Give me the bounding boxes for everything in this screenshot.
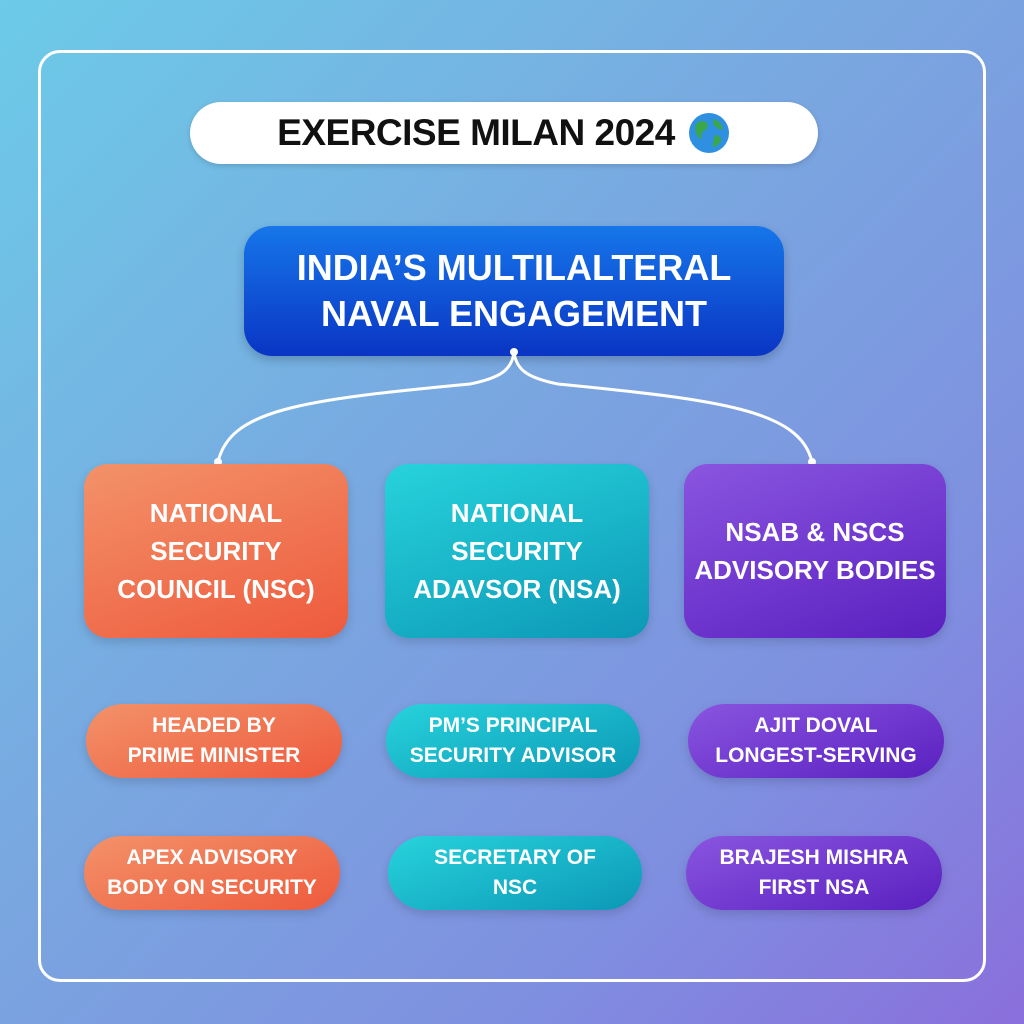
pill-line: NSC (492, 876, 538, 899)
main-topic-box: INDIA’S MULTILALTERAL NAVAL ENGAGEMENT (244, 226, 784, 356)
pill-line: LONGEST-SERVING (715, 744, 917, 767)
pill-nsc-1: HEADED BY PRIME MINISTER (86, 704, 342, 778)
card-line: ADAVSOR (NSA) (413, 574, 621, 604)
main-topic-line-2: NAVAL ENGAGEMENT (320, 293, 707, 334)
title-text: EXERCISE MILAN 2024 (277, 112, 675, 153)
title-banner: EXERCISE MILAN 2024 (190, 102, 818, 164)
card-line: COUNCIL (NSC) (117, 574, 315, 604)
card-line: NSAB & NSCS (725, 517, 905, 547)
pill-line: APEX ADVISORY (126, 846, 298, 869)
connector-left (216, 351, 516, 463)
pill-line: HEADED BY (152, 714, 276, 737)
card-line: NATIONAL SECURITY (149, 498, 283, 566)
pill-line: FIRST NSA (758, 876, 870, 899)
card-nsa: NATIONAL SECURITY ADAVSOR (NSA) (385, 464, 649, 638)
pill-line: BRAJESH MISHRA (719, 846, 909, 869)
connector-right (512, 351, 814, 463)
pill-advisory-1: AJIT DOVAL LONGEST-SERVING (688, 704, 944, 778)
main-topic-line-1: INDIA’S MULTILALTERAL (296, 247, 732, 288)
pill-nsa-2: SECRETARY OF NSC (388, 836, 642, 910)
pill-nsc-2: APEX ADVISORY BODY ON SECURITY (84, 836, 340, 910)
connector-dot-top (510, 348, 518, 356)
pill-line: AJIT DOVAL (754, 714, 878, 737)
card-line: NATIONAL SECURITY (450, 498, 584, 566)
pill-advisory-2: BRAJESH MISHRA FIRST NSA (686, 836, 942, 910)
pill-line: PM’S PRINCIPAL (428, 714, 598, 737)
pill-line: SECURITY ADVISOR (409, 744, 617, 767)
pill-line: SECRETARY OF (434, 846, 596, 869)
pill-line: PRIME MINISTER (127, 744, 301, 767)
pill-nsa-1: PM’S PRINCIPAL SECURITY ADVISOR (386, 704, 640, 778)
card-advisory-bodies: NSAB & NSCS ADVISORY BODIES (684, 464, 946, 638)
card-nsc: NATIONAL SECURITY COUNCIL (NSC) (84, 464, 348, 638)
outer-frame (38, 50, 986, 982)
globe-icon (688, 113, 729, 153)
card-line: ADVISORY BODIES (694, 555, 936, 585)
pill-line: BODY ON SECURITY (107, 876, 317, 899)
